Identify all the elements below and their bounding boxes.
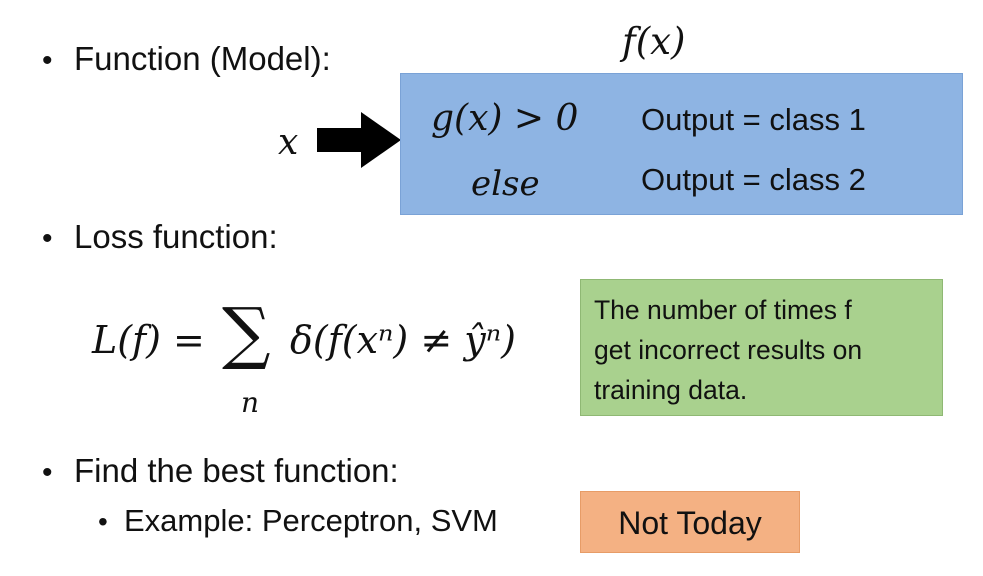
loss-note-line: training data. xyxy=(594,375,748,405)
condition-2: else xyxy=(471,164,540,204)
bullet-find-text: Find the best function: xyxy=(74,452,399,489)
bullet-function: • Function (Model): xyxy=(42,40,331,78)
not-today-label: Not Today xyxy=(618,505,762,541)
bullet-dot: • xyxy=(42,456,53,489)
input-x-label: x xyxy=(278,122,299,163)
loss-lhs: L(f) = xyxy=(92,318,205,362)
not-today-box: Not Today xyxy=(580,491,800,553)
loss-body: δ(f(xⁿ) ≠ ŷⁿ) xyxy=(290,318,516,362)
arrow-right-icon xyxy=(317,112,401,168)
bullet-dot: • xyxy=(98,506,108,537)
sum-subscript: n xyxy=(241,386,260,419)
bullet-find: • Find the best function: xyxy=(42,452,399,490)
condition-1: g(x) > 0 xyxy=(431,98,579,139)
bullet-dot: • xyxy=(42,44,53,77)
sigma-symbol: ∑ xyxy=(222,294,271,373)
loss-note-text: The number of times f get incorrect resu… xyxy=(581,280,942,410)
loss-note-line: get incorrect results on xyxy=(594,335,863,365)
output-2: Output = class 2 xyxy=(641,162,866,197)
bullet-loss-text: Loss function: xyxy=(74,218,278,255)
loss-note-box: The number of times f get incorrect resu… xyxy=(580,279,943,416)
sub-bullet-example: • Example: Perceptron, SVM xyxy=(98,503,498,539)
loss-note-line: The number of times f xyxy=(594,295,852,325)
model-box: g(x) > 0 Output = class 1 else Output = … xyxy=(400,73,963,215)
fx-label: f(x) xyxy=(622,20,686,63)
output-1: Output = class 1 xyxy=(641,102,866,137)
bullet-dot: • xyxy=(42,222,53,255)
bullet-loss: • Loss function: xyxy=(42,218,278,256)
bullet-function-text: Function (Model): xyxy=(74,40,331,77)
sub-bullet-example-text: Example: Perceptron, SVM xyxy=(124,503,498,538)
